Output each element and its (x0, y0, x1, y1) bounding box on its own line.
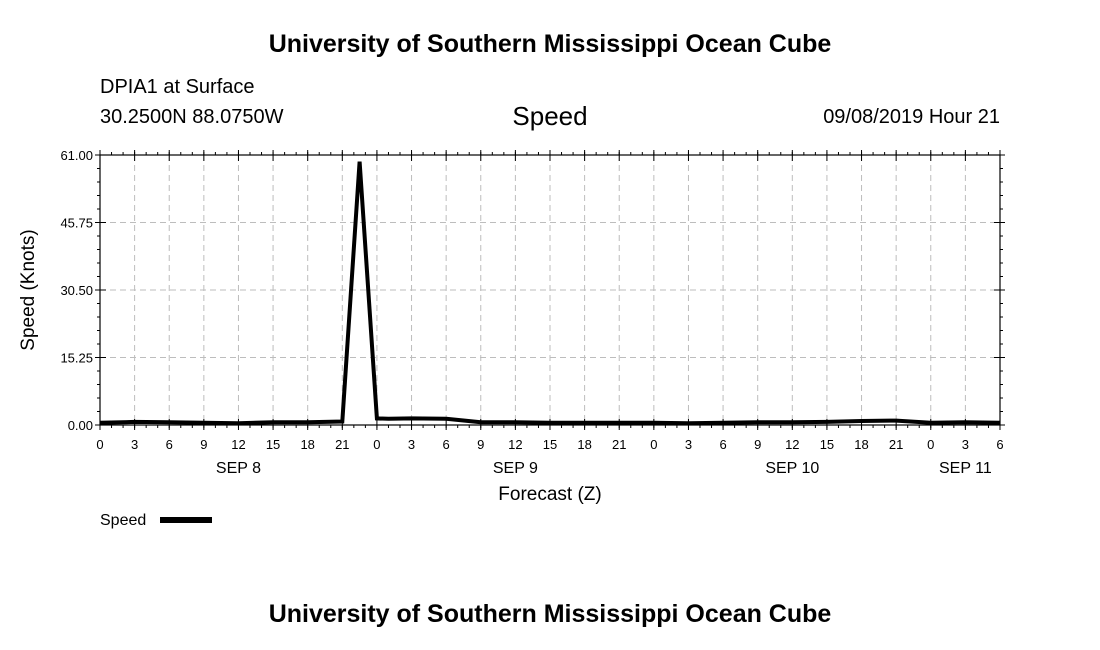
x-tick-label: 18 (577, 437, 591, 452)
station-label: DPIA1 at Surface (100, 76, 255, 98)
chart-title-bottom: University of Southern Mississippi Ocean… (268, 600, 832, 628)
x-tick-label: 12 (231, 437, 245, 452)
y-tick-label: 61.00 (60, 148, 93, 163)
x-tick-label: 18 (854, 437, 868, 452)
date-label: SEP 8 (216, 460, 261, 477)
date-label: SEP 9 (493, 460, 538, 477)
y-tick-label: 15.25 (60, 351, 93, 366)
x-tick-label: 9 (477, 437, 484, 452)
x-tick-label: 12 (785, 437, 799, 452)
x-tick-label: 15 (543, 437, 557, 452)
y-tick-label: 30.50 (60, 283, 93, 298)
x-tick-label: 3 (131, 437, 138, 452)
x-tick-label: 0 (927, 437, 934, 452)
x-tick-label: 21 (612, 437, 626, 452)
grid-lines (100, 155, 1000, 425)
x-tick-label: 6 (166, 437, 173, 452)
y-axis-title: Speed (Knots) (18, 229, 39, 350)
x-tick-label: 21 (889, 437, 903, 452)
x-tick-label: 0 (373, 437, 380, 452)
station-coords: 30.2500N 88.0750W (100, 106, 284, 128)
x-tick-label: 12 (508, 437, 522, 452)
x-axis-title: Forecast (Z) (498, 484, 601, 505)
x-tick-label: 6 (719, 437, 726, 452)
legend-swatch (160, 517, 212, 523)
y-tick-label: 0.00 (68, 418, 93, 433)
x-tick-label: 9 (754, 437, 761, 452)
x-tick-label: 15 (266, 437, 280, 452)
legend-label: Speed (100, 512, 146, 529)
date-label: SEP 11 (939, 460, 992, 477)
chart-title-top: University of Southern Mississippi Ocean… (268, 30, 832, 58)
x-tick-label: 9 (200, 437, 207, 452)
x-tick-label: 3 (962, 437, 969, 452)
x-tick-label: 0 (96, 437, 103, 452)
speed-series-line (99, 161, 1001, 426)
axis-labels: 0.00 15.25 30.50 45.75 61.00 0 3 6 9 12 15 18 21 0 3 6 9… (60, 148, 1003, 477)
x-tick-label: 15 (820, 437, 834, 452)
x-tick-label: 18 (300, 437, 314, 452)
x-tick-label: 3 (685, 437, 692, 452)
x-tick-label: 0 (650, 437, 657, 452)
x-tick-label: 21 (335, 437, 349, 452)
x-tick-label: 3 (408, 437, 415, 452)
variable-title: Speed (512, 101, 588, 131)
y-tick-label: 45.75 (60, 216, 93, 231)
forecast-datetime: 09/08/2019 Hour 21 (823, 106, 1000, 128)
x-tick-label: 6 (996, 437, 1003, 452)
date-label: SEP 10 (765, 460, 819, 477)
x-tick-label: 6 (443, 437, 450, 452)
